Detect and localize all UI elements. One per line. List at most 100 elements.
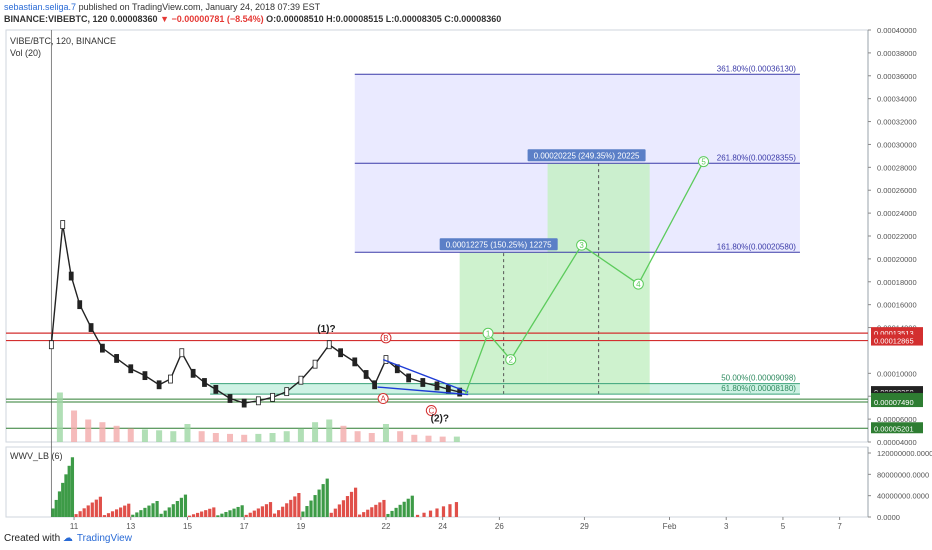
wwv-bar (378, 502, 382, 517)
wwv-bar (64, 474, 68, 517)
wwv-bar (147, 505, 151, 517)
fib-label-1: 261.80%(0.00028355) (717, 153, 797, 162)
wwv-bar (289, 499, 293, 517)
wwv-bar (454, 502, 459, 517)
wwv-bar (57, 491, 62, 517)
wwv-bar (353, 487, 358, 517)
volume-bar (326, 419, 333, 442)
y-tick-label: 0.00038000 (877, 49, 917, 58)
price-tag-6 (871, 422, 923, 434)
wwv-bar (224, 511, 228, 517)
x-tick-label: 19 (296, 522, 305, 531)
wwv-bar (196, 512, 200, 517)
wave-label-4: 4 (636, 280, 641, 289)
wwv-bar (102, 515, 107, 517)
volume-bar (312, 422, 319, 442)
wwv-bar (127, 503, 131, 517)
price-change: −0.00000781 (−8.54%) (171, 14, 264, 24)
y-tick-label: 0.00028000 (877, 163, 917, 172)
volume-bar (212, 433, 219, 442)
candle (179, 348, 185, 358)
candle (48, 340, 54, 350)
candle (168, 374, 173, 384)
wave-label-2: 2 (508, 356, 513, 365)
candle (312, 359, 318, 369)
author-link[interactable]: sebastian.seliga.7 (4, 2, 77, 12)
candle (255, 396, 261, 406)
wwv-bar (281, 506, 285, 517)
wwv-bar (390, 510, 394, 517)
candle (213, 384, 219, 394)
candle (457, 387, 463, 397)
wwv-bar (106, 513, 111, 517)
wwv-bar (74, 514, 78, 517)
elliott-circle-A (377, 393, 389, 405)
wwv-bar (163, 510, 167, 517)
wwv-bar (297, 493, 301, 517)
wwv-bar (151, 503, 155, 517)
symbol-price: BINANCE:VIBEBTC, 120 0.00008360 (4, 14, 158, 24)
candle (298, 375, 304, 385)
wwv-bar (256, 508, 260, 517)
wwv-bar (337, 504, 341, 517)
elliott-annotation-0: (1)? (317, 324, 335, 335)
wwv-bar (94, 499, 98, 517)
target-label-2: 0.00020225 (249.35%) 20225 (534, 151, 640, 160)
volume-bar (269, 433, 276, 442)
wwv-bar (167, 507, 171, 517)
y-tick-label: 0.00006000 (877, 415, 917, 424)
chart-title: VIBE/BTC, 120, BINANCE (10, 36, 116, 46)
candle (100, 343, 105, 353)
wwv-bar (171, 504, 175, 517)
volume-bar (156, 430, 163, 442)
x-tick-label: 5 (781, 522, 786, 531)
wwv-bar (212, 507, 216, 517)
y-tick-label: 0.00036000 (877, 72, 917, 81)
volume-bar (85, 419, 92, 442)
y-tick-label: 0.00020000 (877, 255, 917, 264)
fib-label-3: 50.00%(0.00009098) (721, 374, 796, 383)
wwv-bar (110, 511, 115, 517)
wwv-bar (61, 482, 65, 517)
wwv-bar (264, 504, 269, 517)
wwv-bar (277, 510, 281, 517)
wwv-bar (382, 499, 386, 517)
wwv-bar (313, 495, 317, 517)
wwv-bar (86, 505, 90, 517)
wwv-bar (236, 506, 240, 517)
published-text: published on TradingView.com, January 24… (78, 2, 321, 12)
wwv-bar (98, 496, 102, 517)
wwv-bar (70, 457, 75, 517)
wwv-bar (366, 509, 370, 517)
wwv-bar (362, 512, 366, 517)
wedge-lower-line (377, 386, 469, 396)
wave-point-4 (632, 278, 644, 290)
wwv-bar (54, 499, 58, 517)
wwv-bar (248, 512, 252, 517)
volume-bar (439, 436, 446, 442)
indicator-title: WWV_LB (6) (10, 451, 63, 461)
wwv-bar (123, 505, 127, 517)
candle (190, 368, 196, 378)
candle (114, 354, 119, 363)
publish-line: sebastian.seliga.7 published on TradingV… (4, 2, 320, 12)
x-tick-label: 26 (495, 522, 504, 531)
wwv-bar (90, 502, 94, 517)
wwv-bar (135, 512, 139, 517)
wwv-bar (155, 501, 159, 517)
wave-point-5 (698, 156, 710, 168)
wwv-bar (139, 510, 143, 517)
candle (142, 371, 148, 381)
volume-label: Vol (20) (10, 48, 41, 58)
volume-bar (255, 433, 262, 442)
indicator-tick-label: 120000000.0000 (877, 449, 932, 458)
volume-bar (241, 434, 248, 442)
volume-bar (283, 431, 290, 442)
wwv-bar (422, 512, 426, 517)
candle (68, 271, 74, 281)
indicator-pane-frame (5, 446, 869, 518)
wwv-bar (386, 513, 390, 517)
wwv-bar (232, 508, 236, 517)
tradingview-brand[interactable]: TradingView (76, 533, 132, 544)
